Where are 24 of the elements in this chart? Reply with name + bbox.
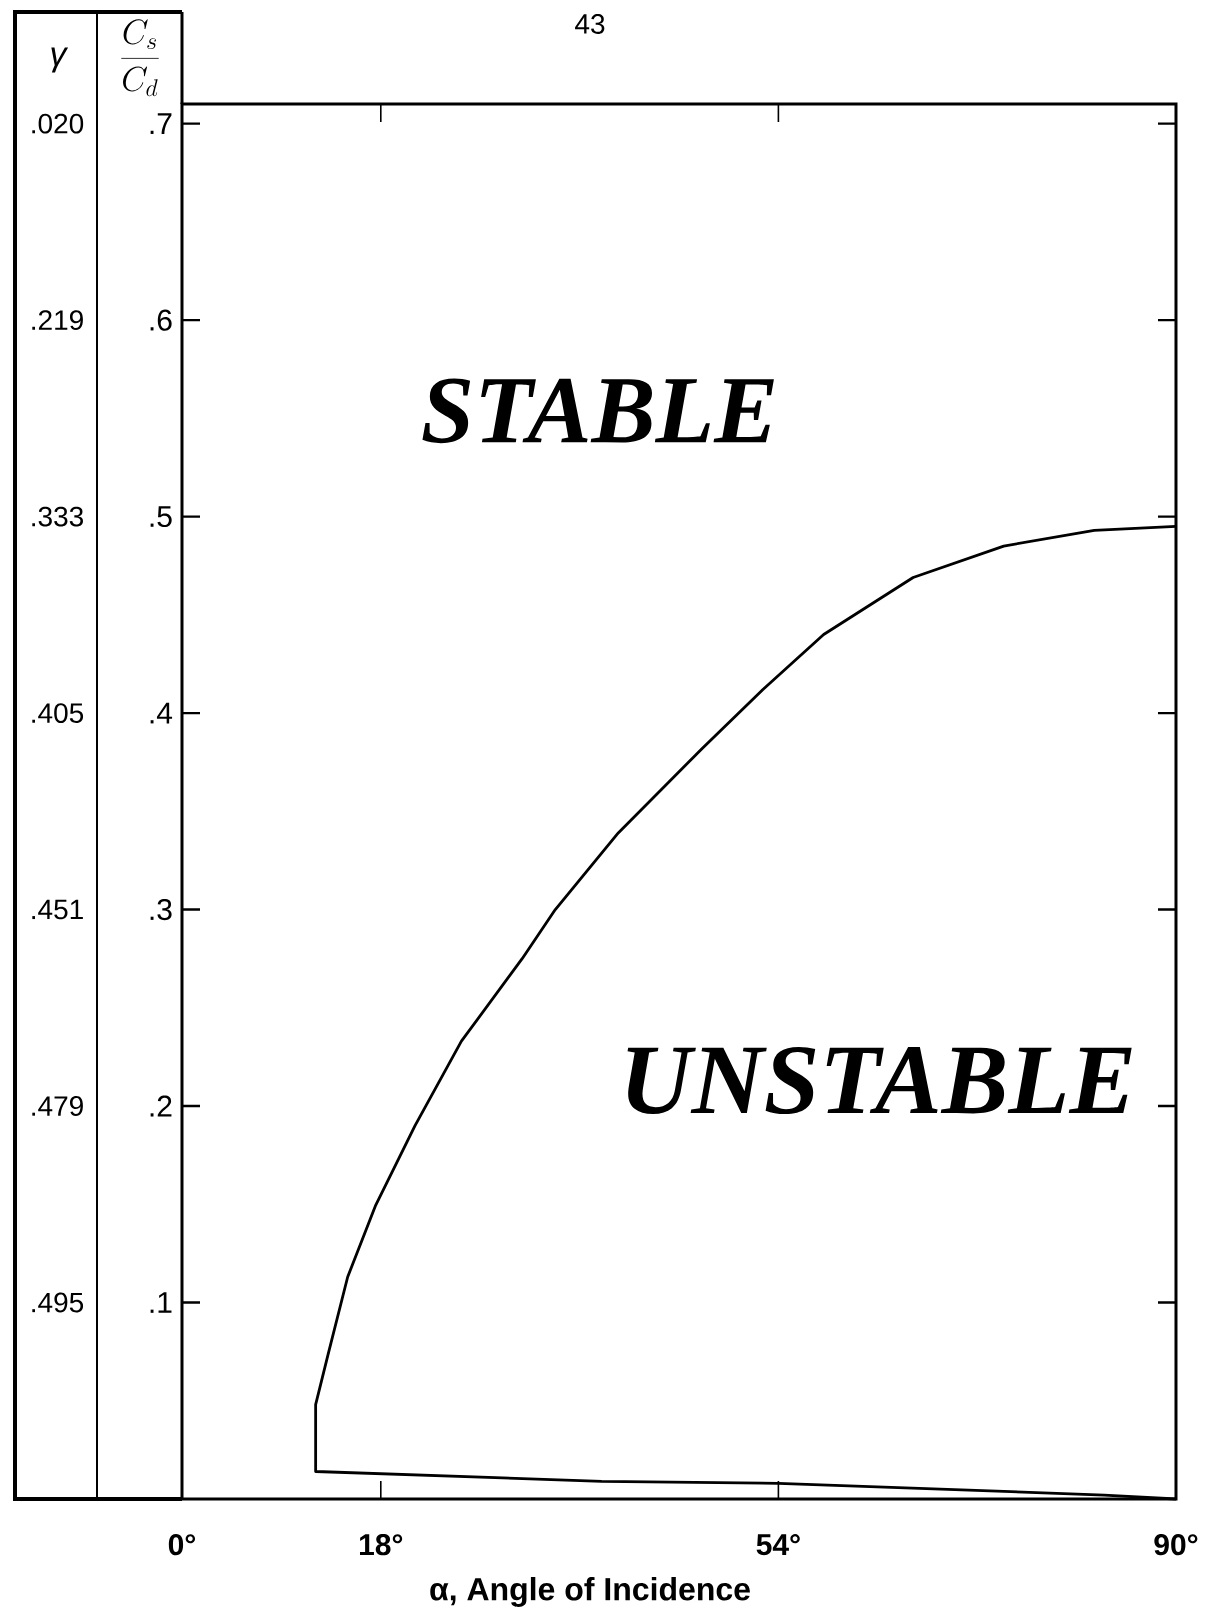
y-tick-label: .2 [150,1095,172,1117]
x-tick-label: 0° [168,1534,196,1556]
text: .405 [32,703,84,723]
y-axis-title: $\frac{C_s}{C_d}$ [121,19,159,97]
x-axis-title: α, Angle of Incidence [430,1577,750,1607]
y-tick-label: .7 [150,113,172,134]
y-tick-label: .6 [150,309,172,331]
text: .333 [32,506,83,527]
y-tick-label: .5 [150,506,172,528]
annotation: STABLE [422,378,774,444]
text: .451 [32,899,83,920]
x-tick-label: 90° [1154,1534,1198,1556]
y-tick-label: .1 [150,1292,172,1313]
x-tick-label: 18° [360,1534,403,1556]
text: .495 [32,1292,84,1313]
y-tick-label: .3 [150,898,172,921]
text: .219 [32,310,83,331]
text: .020 [32,113,84,134]
y-tick-label: .4 [150,702,173,724]
text: .479 [32,1096,83,1116]
annotation: UNSTABLE [627,1046,1132,1115]
text: γ [51,47,69,73]
x-tick-label: 54° [756,1534,800,1556]
text: 43 [575,14,605,34]
